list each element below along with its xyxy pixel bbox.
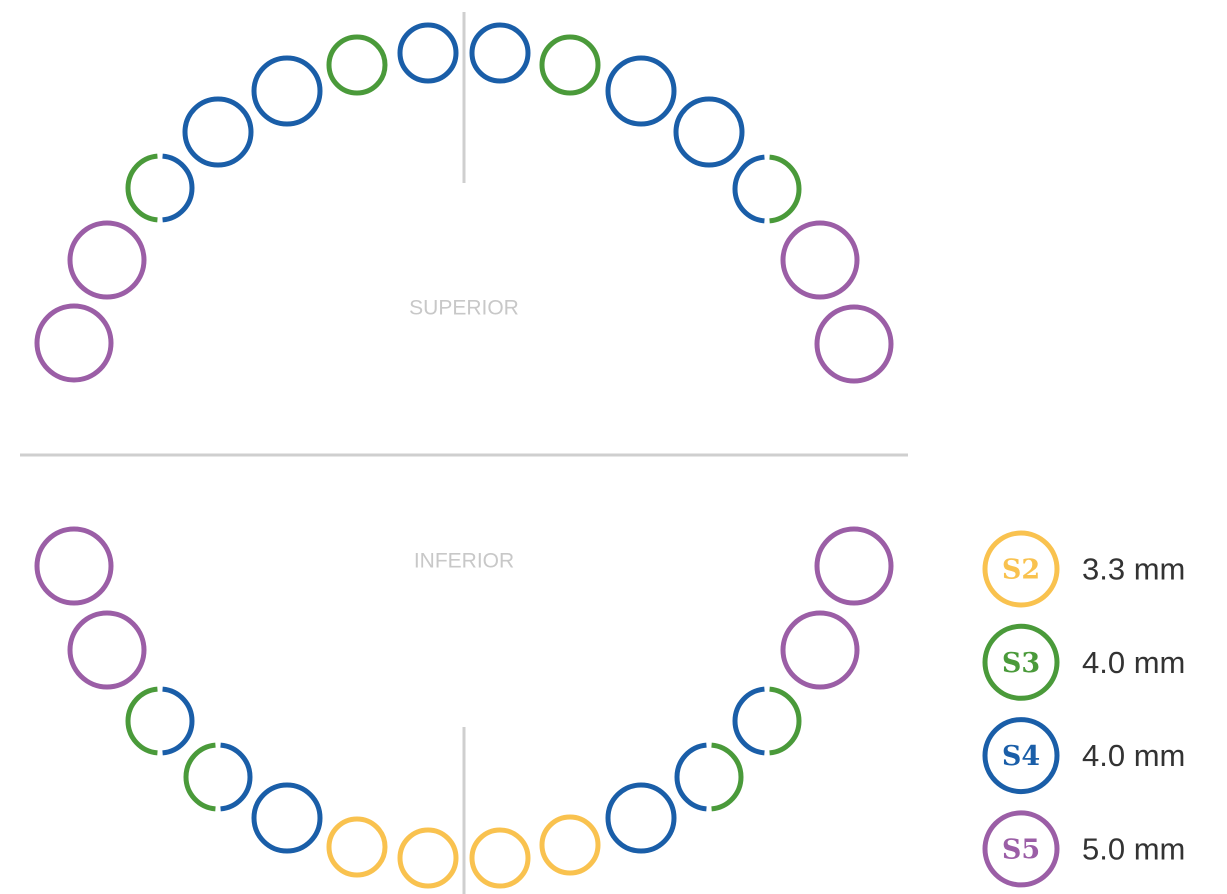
tooth xyxy=(814,526,894,606)
tooth-half xyxy=(183,742,216,812)
legend-swatch xyxy=(982,810,1060,888)
tooth xyxy=(397,22,459,84)
tooth xyxy=(673,96,745,168)
tooth xyxy=(539,34,601,96)
tooth-half xyxy=(162,686,195,756)
tooth xyxy=(780,220,860,300)
tooth xyxy=(34,526,114,606)
tooth xyxy=(326,816,388,878)
tooth-half xyxy=(732,154,765,224)
tooth-half xyxy=(125,153,158,223)
tooth-half xyxy=(125,686,158,756)
tooth-half xyxy=(674,742,707,812)
lower-label: INFERIOR xyxy=(414,550,514,573)
legend-code: S3 xyxy=(1002,648,1040,679)
tooth xyxy=(605,782,677,854)
legend-swatch xyxy=(982,530,1060,608)
legend: S2 3.3 mm S3 4.0 mm S4 4.0 mm S5 5.0 mm xyxy=(982,530,1185,888)
tooth xyxy=(539,814,601,876)
tooth-half xyxy=(732,686,765,756)
tooth xyxy=(251,55,323,127)
tooth-half xyxy=(220,742,253,812)
tooth-half xyxy=(769,154,802,224)
upper-label: SUPERIOR xyxy=(409,297,519,320)
legend-size: 3.3 mm xyxy=(1082,552,1185,587)
tooth xyxy=(814,304,894,384)
legend-swatch xyxy=(982,623,1060,701)
legend-code: S4 xyxy=(1002,741,1040,772)
tooth-half xyxy=(769,686,802,756)
tooth xyxy=(469,827,531,889)
legend-swatch xyxy=(982,717,1060,795)
tooth-half xyxy=(162,153,195,223)
tooth xyxy=(397,827,459,889)
teeth xyxy=(34,22,894,889)
legend-size: 5.0 mm xyxy=(1082,831,1185,866)
tooth xyxy=(780,610,860,690)
tooth xyxy=(251,782,323,854)
legend-size: 4.0 mm xyxy=(1082,645,1185,680)
legend-code: S2 xyxy=(1002,555,1040,586)
tooth xyxy=(34,303,114,383)
tooth-half xyxy=(711,742,744,812)
legend-size: 4.0 mm xyxy=(1082,738,1185,773)
tooth xyxy=(182,96,254,168)
tooth xyxy=(605,55,677,127)
tooth xyxy=(469,22,531,84)
legend-code: S5 xyxy=(1002,834,1040,865)
tooth xyxy=(67,610,147,690)
tooth xyxy=(326,34,388,96)
tooth xyxy=(67,220,147,300)
